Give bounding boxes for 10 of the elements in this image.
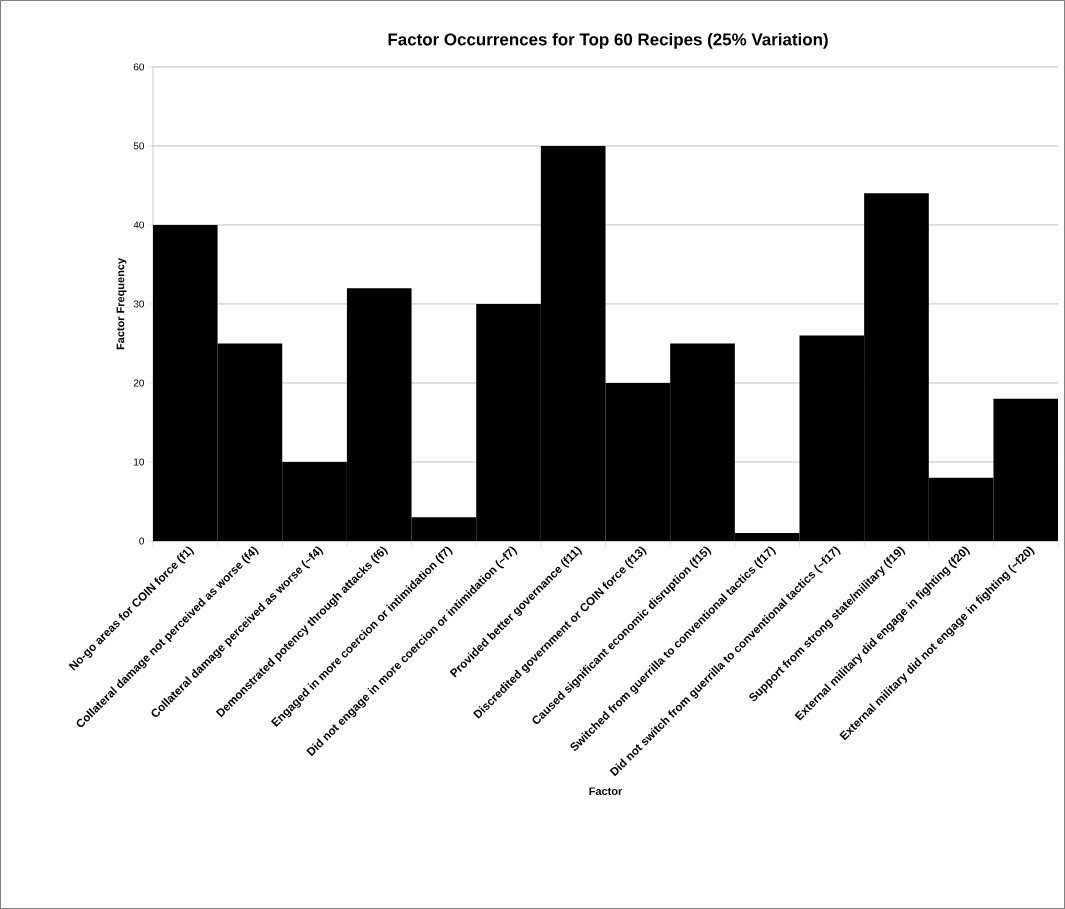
- y-tick-label: 10: [134, 458, 145, 466]
- y-tick-label: 30: [133, 300, 145, 308]
- chart-title: Factor Occurrences for Top 60 Recipes (25% Variation): [388, 33, 828, 49]
- y-tick-label: 60: [133, 63, 145, 71]
- y-tick-label: 20: [133, 379, 145, 387]
- y-tick-label: 50: [133, 142, 145, 150]
- x-axis-title: Factor: [589, 787, 623, 796]
- y-tick-label: 0: [139, 537, 145, 545]
- y-tick-label: 40: [133, 221, 145, 229]
- y-axis-title: Factor Frequency: [116, 258, 127, 350]
